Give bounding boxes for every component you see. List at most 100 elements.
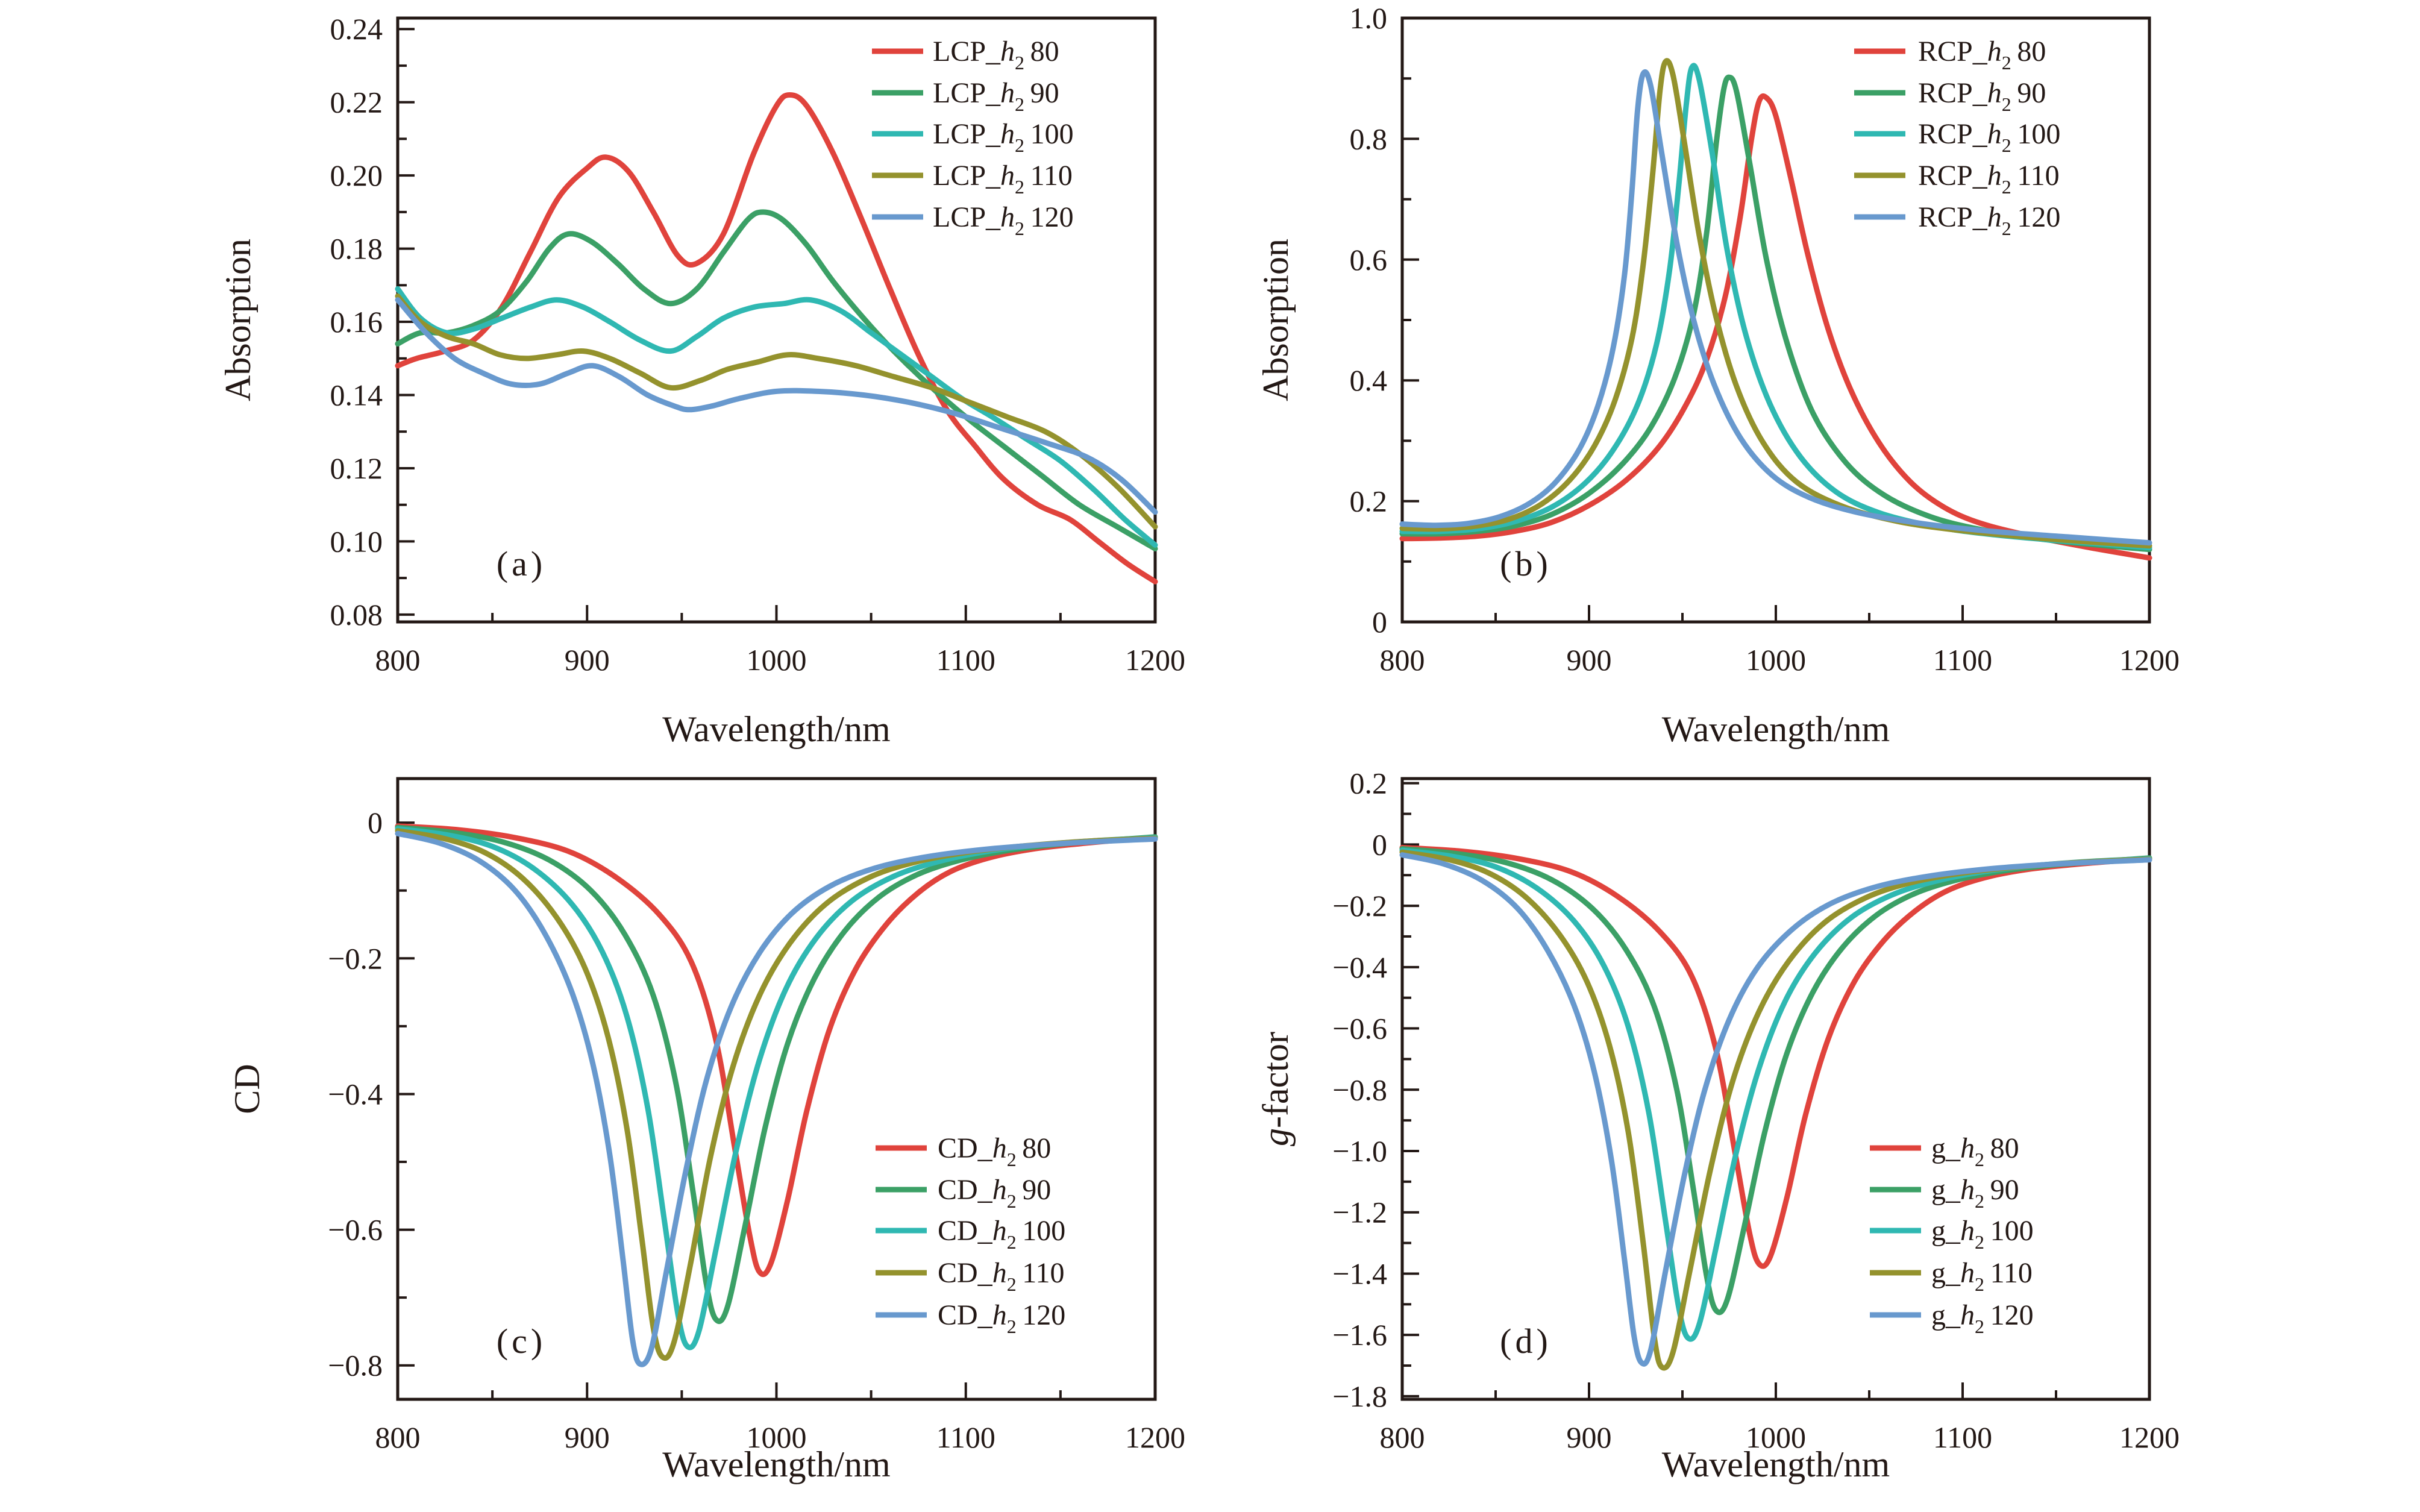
y-tick-label: 0.2 <box>1350 485 1388 518</box>
series-RCP_h2-80 <box>1399 93 2152 561</box>
y-tick-label: −1.8 <box>1332 1379 1387 1413</box>
legend-label: RCP_h2 110 <box>1918 160 2060 198</box>
series-LCP_h2-120 <box>395 297 1158 515</box>
y-tick-label: 0.24 <box>330 12 383 46</box>
series-CD_h2-110 <box>395 828 1158 1361</box>
x-tick-label: 1200 <box>2119 643 2180 677</box>
series-g_h2-120 <box>1399 852 2152 1367</box>
x-tick-label: 900 <box>1567 1420 1612 1454</box>
x-tick-label: 1200 <box>2119 1420 2180 1454</box>
y-tick-label: −0.6 <box>328 1213 383 1247</box>
legend-label: LCP_h2 90 <box>933 77 1059 115</box>
y-tick-label: −0.2 <box>1332 889 1387 923</box>
series-LCP_h2-90 <box>395 209 1158 551</box>
legend-label: LCP_h2 80 <box>933 36 1059 74</box>
x-tick-label: 1100 <box>936 1420 995 1454</box>
y-tick-label: −1.0 <box>1332 1134 1387 1168</box>
x-tick-label: 900 <box>565 643 610 677</box>
legend-label: RCP_h2 90 <box>1918 77 2046 115</box>
series-g_h2-100 <box>1399 847 2152 1342</box>
y-axis-title: CD <box>227 1064 267 1114</box>
y-tick-label: −0.8 <box>1332 1073 1387 1106</box>
legend-d: g_h2 80 g_h2 90g_h2 100 g_h2 110 g_h2 120 <box>1870 1132 2034 1337</box>
y-axis-title: Absorption <box>218 239 258 401</box>
y-tick-label: −1.6 <box>1332 1318 1387 1352</box>
series-LCP_h2-110 <box>395 293 1158 530</box>
legend-label: CD_h2 80 <box>938 1132 1051 1170</box>
x-tick-label: 800 <box>1380 1420 1425 1454</box>
y-tick-label: 0.6 <box>1350 243 1388 277</box>
x-axis: 800 900 1000 1100 1200 <box>1380 605 2180 677</box>
x-axis-title: Wavelength/nm <box>662 1445 890 1484</box>
series-CD_h2-100 <box>395 826 1158 1350</box>
y-tick-label: −1.4 <box>1332 1256 1387 1290</box>
y-axis: 0.24 0.22 0.20 0.18 0.16 0.14 0.12 0.10 0.08 <box>330 12 415 632</box>
y-axis: 0.2 0 −0.2 −0.4 −0.6 −0.8 −1.0 −1.2 −1.4 −1.6 −1.8 <box>1332 767 1419 1413</box>
y-tick-label: −1.2 <box>1332 1196 1387 1229</box>
x-axis-title: Wavelength/nm <box>1662 1445 1890 1484</box>
series-RCP_h2-120 <box>1399 69 2152 546</box>
y-tick-label: 0.18 <box>330 232 383 266</box>
y-tick-label: 0 <box>1372 827 1387 861</box>
y-axis: 0 −0.2 −0.4 −0.6 −0.8 <box>328 806 415 1382</box>
x-tick-label: 800 <box>1380 643 1425 677</box>
series-CD_h2-90 <box>395 824 1158 1325</box>
panel-d: 800 900 1000 1100 1200 0.2 0 −0.2 −0.4 −0.6 −0.8 −1… <box>1256 767 2180 1484</box>
series-g_h2-90 <box>1399 845 2152 1316</box>
y-tick-label: −0.2 <box>328 941 383 975</box>
series-RCP_h2-90 <box>1399 74 2152 553</box>
x-tick-label: 1000 <box>1746 643 1806 677</box>
legend-label: LCP_h2 110 <box>933 160 1073 198</box>
panel-letter-c: (c) <box>497 1322 546 1361</box>
legend-label: RCP_h2 120 <box>1918 201 2060 239</box>
x-tick-label: 900 <box>1567 643 1612 677</box>
legend-label: g_h2 110 <box>1931 1257 2033 1295</box>
x-axis: 800 900 1000 1100 1200 <box>375 605 1185 677</box>
y-tick-label: −0.8 <box>328 1349 383 1382</box>
y-tick-label: 0.08 <box>330 598 383 632</box>
y-tick-label: 0.14 <box>330 378 383 412</box>
y-tick-label: 0.4 <box>1350 363 1388 397</box>
series-CD_h2-80 <box>395 823 1158 1278</box>
legend-label: LCP_h2 120 <box>933 201 1074 239</box>
panel-a: 800 900 1000 1100 12000.240.220.200.180.160.… <box>218 12 1185 749</box>
x-tick-label: 1100 <box>1933 1420 1992 1454</box>
x-tick-label: 1200 <box>1125 1420 1185 1454</box>
y-tick-label: 0.16 <box>330 305 383 339</box>
y-tick-label: 0.22 <box>330 86 383 119</box>
series-g_h2-80 <box>1399 844 2152 1269</box>
x-axis: 800 900 1000 1100 1200 <box>375 1382 1185 1454</box>
x-tick-label: 1100 <box>1933 643 1992 677</box>
y-tick-label: −0.4 <box>1332 950 1387 984</box>
panel-c: 800 900 1000 1100 1200 0 −0.2 −0.4 −0.6 −0.8 Wavel… <box>227 777 1185 1484</box>
legend-label: CD_h2 90 <box>938 1174 1051 1212</box>
x-tick-label: 800 <box>375 1420 421 1454</box>
series-LCP_h2-80 <box>395 92 1158 585</box>
panel-letter-d: (d) <box>1500 1322 1552 1361</box>
series-g_h2-110 <box>1399 849 2152 1371</box>
panel-b: 800 900 1000 1100 1200 1.0 0.8 0.6 0.4 0.2 0 Wavele… <box>1256 1 2180 749</box>
legend-label: g_h2 120 <box>1931 1299 2034 1337</box>
legend-label: g_h2 100 <box>1931 1215 2034 1253</box>
y-axis: 1.0 0.8 0.6 0.4 0.2 0 <box>1350 1 1419 639</box>
legend-label: RCP_h2 80 <box>1918 36 2046 74</box>
x-axis: 800 900 1000 1100 1200 <box>1380 1382 2180 1454</box>
x-tick-label: 1000 <box>747 1420 807 1454</box>
x-tick-label: 1000 <box>1746 1420 1806 1454</box>
x-tick-label: 1100 <box>936 643 995 677</box>
legend-label: CD_h2 120 <box>938 1299 1065 1337</box>
series-CD_h2-120 <box>395 830 1158 1367</box>
x-axis-title: Wavelength/nm <box>1662 709 1890 749</box>
y-tick-label: 0.2 <box>1350 767 1388 800</box>
x-tick-label: 800 <box>375 643 421 677</box>
y-tick-label: 0 <box>368 806 383 839</box>
y-tick-label: −0.4 <box>328 1077 383 1111</box>
panel-letter-a: (a) <box>497 544 546 583</box>
legend-label: g_h2 90 <box>1931 1174 2019 1212</box>
legend-label: LCP_h2 100 <box>933 118 1074 156</box>
